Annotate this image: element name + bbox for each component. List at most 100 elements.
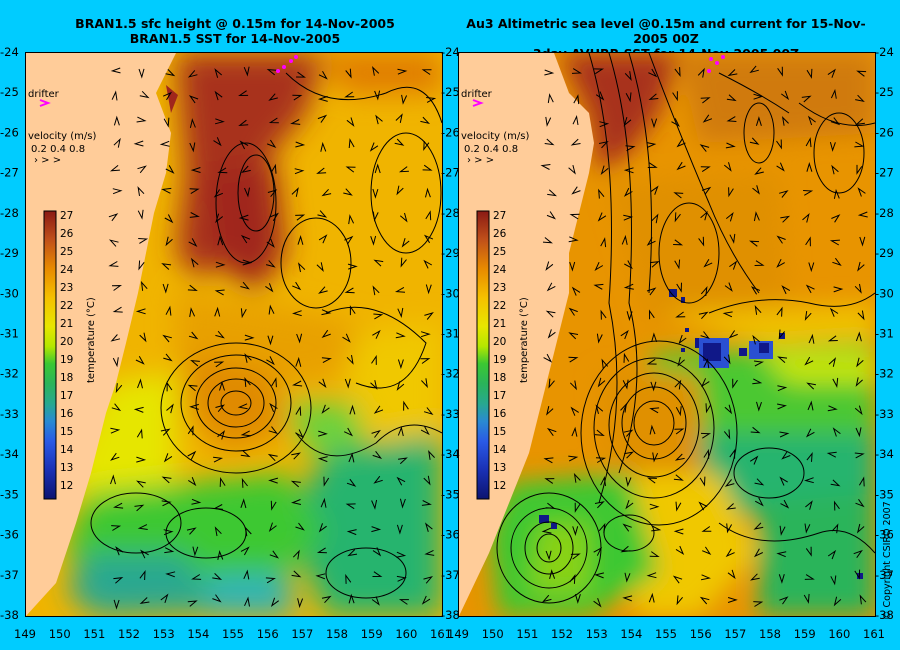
latitude-tick-label: -33 [875,407,894,421]
velocity-arrow [749,240,760,247]
velocity-arrow [753,211,760,222]
velocity-arrow [829,307,839,317]
velocity-arrow [569,261,576,272]
velocity-arrow [138,260,145,271]
velocity-arrow [700,97,711,104]
velocity-arrow [164,214,174,224]
latitude-tick-label: -29 [0,246,19,260]
velocity-arrow [646,142,657,148]
velocity-arrow [265,260,276,268]
velocity-arrow [401,238,410,248]
velocity-arrow [189,188,200,195]
colorbar-tick-label: 17 [493,390,506,402]
cloud-cold-patches [539,289,863,579]
velocity-arrow [855,427,862,438]
velocity-arrow [754,497,764,507]
velocity-arrow [544,138,555,146]
velocity-arrow [779,190,789,198]
velocity-arrow [424,522,433,532]
right-title-line1: Au3 Altimetric sea level @0.15m and curr… [466,16,866,46]
colorbar-tick-label: 13 [60,462,73,474]
velocity-arrow [137,209,144,220]
longitude-tick-label: 156 [690,627,712,641]
velocity-arrow [244,334,255,341]
velocity-arrow [651,118,658,129]
velocity-arrow [112,357,119,368]
velocity-arrow [826,451,837,458]
velocity-arrow [213,137,222,147]
velocity-arrow [296,71,306,78]
velocity-arrow [297,598,304,609]
velocity-arrow [700,432,712,439]
observed-sst-map[interactable]: drifter velocity (m/s) 0.2 0.4 0.8 › > >… [458,52,876,617]
velocity-arrow [570,138,581,146]
longitude-tick-label: 155 [655,627,677,641]
velocity-arrow [373,475,383,484]
velocity-arrow [623,429,634,437]
velocity-arrow [753,360,764,367]
velocity-arrow [620,545,631,553]
colorbar-tick-label: 12 [60,480,73,492]
velocity-arrow [599,121,610,128]
velocity-arrow [753,601,764,607]
velocity-arrow [805,546,812,557]
colorbar-tick-label: 19 [493,354,506,366]
velocity-arrow [674,453,685,461]
velocity-arrow [270,163,277,174]
longitude-tick-label: 152 [118,627,140,641]
velocity-arrow [781,116,789,126]
velocity-arrow [831,214,841,223]
model-sst-map[interactable]: drifter velocity (m/s) 0.2 0.4 0.8 › > >… [25,52,443,617]
velocity-arrow [428,449,435,460]
velocity-arrow [727,69,738,77]
velocity-arrow [214,118,225,125]
velocity-arrow [729,260,738,270]
velocity-arrow [240,234,251,244]
velocity-arrow [595,457,607,463]
velocity-arrow [372,571,383,577]
velocity-arrow [724,404,733,415]
velocity-arrow [267,453,278,462]
velocity-arrow [777,385,788,392]
velocity-arrow [269,402,278,412]
velocity-arrow [166,381,173,392]
velocity-arrow [370,380,378,390]
latitude-tick-label: -28 [0,206,19,220]
velocity-arrow [372,188,379,199]
velocity-arrow [348,214,355,225]
colorbar-tick-label: 12 [493,480,506,492]
latitude-tick-label: -30 [0,286,19,300]
velocity-arrow [396,476,406,486]
velocity-arrow [646,477,657,484]
velocity-arrow [239,140,249,150]
velocity-arrow [400,257,407,268]
velocity-arrow [646,572,657,579]
velocity-arrow [315,573,326,580]
velocity-arrow [266,356,275,366]
latitude-tick-label: -38 [0,608,19,622]
velocity-arrow [269,550,280,559]
velocity-arrow [620,329,629,340]
velocity-arrow [342,333,351,343]
velocity-arrow [827,549,837,560]
velocity-arrow [189,212,200,218]
velocity-arrow [186,527,197,535]
australia-land [459,53,594,616]
latitude-tick-label: -33 [441,407,460,421]
velocity-arrow [214,289,225,296]
latitude-tick-label: -25 [0,85,19,99]
latitude-tick-label: -32 [875,367,894,381]
velocity-arrow [137,186,145,196]
velocity-arrow [291,570,302,578]
latitude-tick-label: -26 [441,125,460,139]
velocity-arrow [571,286,581,296]
latitude-tick-label: -35 [875,487,894,501]
velocity-arrow [163,353,173,362]
velocity-arrow [268,93,278,101]
velocity-arrow [779,431,790,438]
velocity-arrow [750,286,761,295]
velocity-arrow [700,574,711,581]
velocity-arrow [346,355,354,365]
velocity-arrow [776,403,787,410]
velocity-arrow [290,119,301,125]
